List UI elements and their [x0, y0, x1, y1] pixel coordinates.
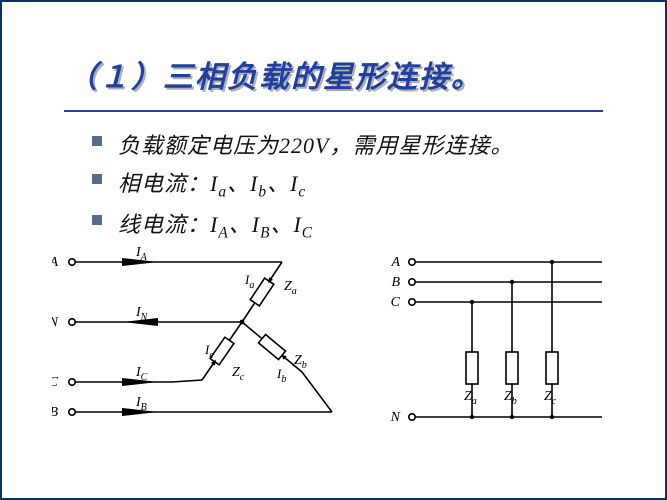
slide: （１）三相负载的星形连接。 （１）三相负载的星形连接。 负载额定电压为220V，… — [0, 0, 667, 500]
svg-text:Zc: Zc — [232, 365, 245, 383]
svg-text:Ib: Ib — [276, 366, 286, 385]
svg-text:A: A — [52, 255, 58, 270]
bullet-2-text: 相电流：Ia、Ib、Ic — [118, 171, 306, 196]
diagram-area: ZaZbZcANCBIAINICIBIaIbIcABCNZaZbZc — [52, 242, 622, 472]
bullet-list: 负载额定电压为220V，需用星形连接。 相电流：Ia、Ib、Ic 线电流：IA、… — [92, 128, 513, 249]
svg-text:Zb: Zb — [294, 353, 307, 371]
svg-text:N: N — [390, 410, 401, 425]
svg-text:IN: IN — [135, 305, 149, 323]
svg-text:C: C — [391, 295, 401, 310]
svg-text:Zb: Zb — [504, 389, 517, 407]
bullet-3-text: 线电流：IA、IB、IC — [118, 212, 313, 237]
svg-text:B: B — [391, 275, 400, 290]
svg-text:Zc: Zc — [544, 389, 557, 407]
svg-text:Ia: Ia — [244, 272, 254, 291]
svg-text:Za: Za — [284, 279, 297, 297]
bullet-2: 相电流：Ia、Ib、Ic — [92, 166, 513, 201]
title-underline — [64, 110, 603, 112]
slide-title: （１）三相负载的星形连接。 （１）三相负载的星形连接。 — [67, 52, 483, 96]
circuit-diagram: ZaZbZcANCBIAINICIBIaIbIcABCNZaZbZc — [52, 242, 622, 452]
svg-text:N: N — [52, 315, 59, 330]
bullet-1-text: 负载额定电压为220V，需用星形连接。 — [118, 133, 513, 158]
svg-text:C: C — [52, 375, 59, 390]
svg-text:B: B — [52, 405, 58, 420]
title-text: （１）三相负载的星形连接。 — [67, 61, 483, 94]
svg-text:Za: Za — [464, 389, 477, 407]
bullet-1: 负载额定电压为220V，需用星形连接。 — [92, 128, 513, 160]
bullet-3: 线电流：IA、IB、IC — [92, 207, 513, 242]
svg-text:A: A — [390, 255, 400, 270]
svg-text:Ic: Ic — [204, 342, 214, 361]
